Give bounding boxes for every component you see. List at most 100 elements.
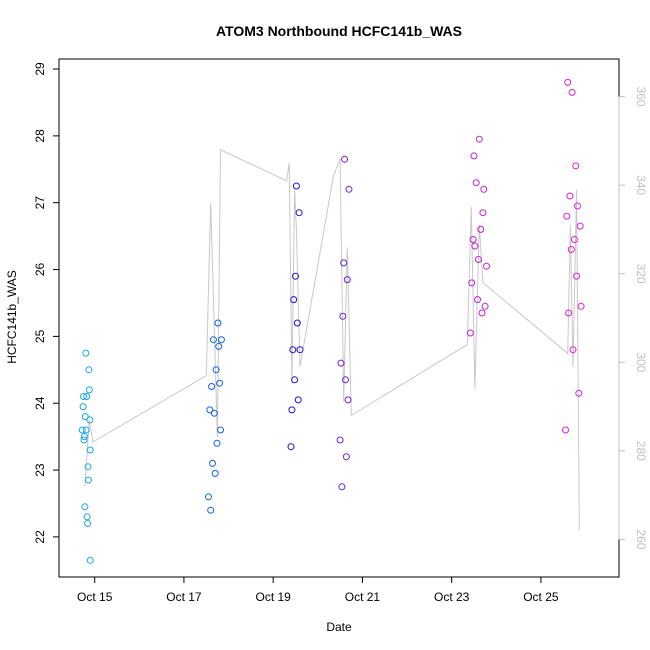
data-point: [344, 396, 352, 404]
y-tick-label: 28: [33, 129, 47, 143]
data-point: [478, 309, 486, 317]
data-point: [569, 346, 577, 354]
data-point: [336, 436, 344, 444]
x-tick-label: Oct 25: [523, 590, 559, 604]
x-tick-label: Oct 19: [256, 590, 292, 604]
data-point: [345, 185, 353, 193]
points-layer: [78, 78, 585, 564]
data-point: [474, 296, 481, 304]
secondary-trace-line: [84, 149, 580, 531]
axes-layer: Oct 15 Oct 17 Oct 19 Oct 21 Oct 23 Oct 25 22 23…: [33, 58, 648, 604]
x-tick-label: Oct 15: [77, 590, 113, 604]
data-point: [341, 155, 349, 163]
data-point: [80, 433, 88, 441]
data-point: [468, 279, 476, 287]
data-point: [83, 393, 91, 400]
data-point: [290, 296, 298, 304]
x-tick-label: Oct 17: [166, 590, 202, 604]
y-tick-label: 26: [33, 263, 47, 277]
data-point: [206, 406, 214, 414]
y2-tick-label: 320: [634, 264, 648, 284]
data-point: [475, 135, 483, 143]
data-point: [210, 409, 218, 417]
data-point: [86, 416, 94, 424]
data-point: [207, 506, 215, 514]
data-point: [217, 336, 225, 344]
y-tick-label: 22: [33, 530, 47, 544]
data-point: [80, 393, 87, 400]
data-point: [82, 349, 90, 357]
secondary-line-layer: [84, 149, 580, 531]
y-tick-label: 25: [33, 329, 47, 343]
data-point: [212, 366, 220, 374]
data-point: [577, 302, 585, 310]
data-point: [211, 469, 219, 477]
y2-tick-label: 280: [634, 441, 648, 461]
y2-tick-label: 260: [634, 529, 648, 549]
plot-frame: [58, 58, 620, 578]
data-point: [472, 179, 480, 187]
data-point: [565, 309, 573, 317]
data-point: [296, 346, 304, 354]
data-point: [84, 520, 92, 527]
data-point: [214, 319, 222, 327]
data-point: [85, 386, 93, 394]
data-point: [81, 413, 89, 421]
series-5: [466, 135, 490, 337]
x-tick-label: Oct 23: [434, 590, 470, 604]
data-point: [292, 182, 300, 190]
data-point: [86, 446, 94, 454]
data-point: [293, 319, 301, 327]
data-point: [340, 259, 348, 267]
y-tick-label: 23: [33, 463, 47, 477]
data-point: [574, 202, 581, 210]
data-point: [337, 359, 345, 367]
data-point: [573, 272, 581, 280]
data-point: [85, 476, 92, 484]
y2-tick-label: 340: [634, 175, 648, 195]
data-point: [85, 366, 93, 374]
data-point: [568, 88, 576, 96]
data-point: [84, 463, 92, 471]
series-1: [78, 349, 94, 564]
data-point: [78, 426, 86, 434]
data-point: [474, 256, 482, 263]
series-6: [562, 78, 585, 434]
data-point: [483, 262, 490, 270]
y-axis-label: HCFC141b_WAS: [5, 270, 19, 364]
data-point: [287, 443, 295, 451]
data-point: [479, 209, 487, 217]
series-3: [287, 182, 304, 451]
data-point: [292, 272, 299, 280]
data-point: [86, 556, 94, 564]
series-4: [336, 155, 353, 491]
data-point: [562, 426, 569, 434]
data-point: [342, 453, 350, 461]
data-point: [294, 396, 302, 404]
data-point: [567, 246, 575, 253]
data-point: [471, 242, 479, 250]
y-tick-label: 29: [33, 62, 47, 76]
x-tick-label: Oct 21: [345, 590, 381, 604]
data-point: [563, 212, 571, 220]
data-point: [82, 426, 90, 434]
data-point: [576, 222, 584, 230]
data-point: [291, 376, 299, 384]
data-point: [470, 152, 478, 160]
data-point: [209, 459, 216, 467]
data-point: [295, 209, 303, 217]
data-point: [289, 346, 297, 354]
data-point: [80, 436, 88, 444]
data-point: [466, 329, 474, 337]
y-tick-label: 24: [33, 396, 47, 410]
data-point: [79, 403, 87, 411]
data-point: [480, 185, 488, 193]
y2-tick-label: 360: [634, 87, 648, 107]
data-point: [217, 426, 224, 434]
y-tick-label: 27: [33, 196, 47, 210]
data-point: [83, 513, 91, 521]
data-point: [208, 383, 216, 390]
data-point: [338, 483, 346, 491]
